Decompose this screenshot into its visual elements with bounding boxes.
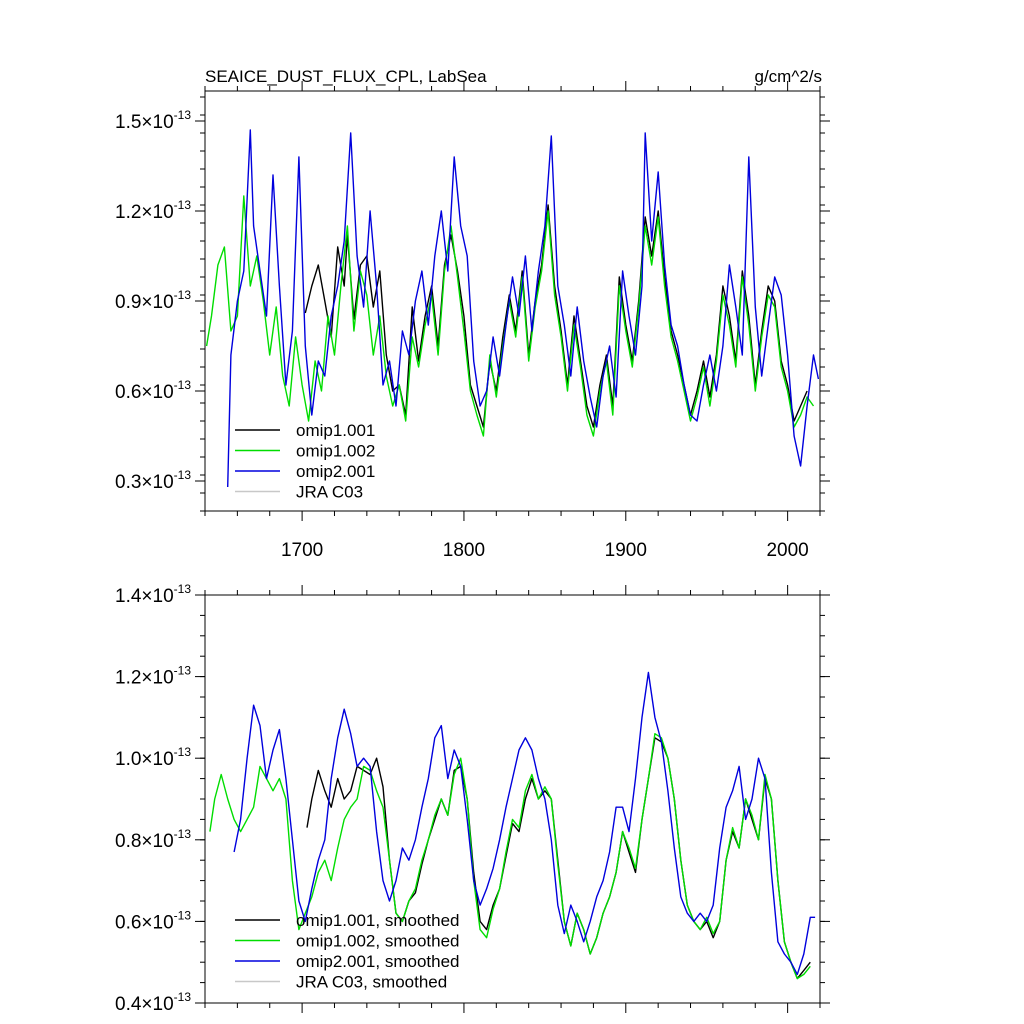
axis-ticks: [195, 585, 830, 1013]
chart-title: SEAICE_DUST_FLUX_CPL, LabSea: [205, 67, 487, 86]
legend-label: omip2.001: [296, 462, 375, 481]
y-tick-label: 1.5×10-13: [115, 108, 191, 133]
bottom-panel: 0.4×10-13 0.6×10-13 0.8×10-13 1.0×10-13 1.2×…: [115, 582, 830, 1015]
legend-label: omip1.001: [296, 421, 375, 440]
legend: omip1.001, smoothed omip1.002, smoothedom…: [235, 911, 460, 992]
top-panel: SEAICE_DUST_FLUX_CPL, LabSea g/cm^2/s 0.…: [115, 67, 830, 561]
legend-label: omip1.002: [296, 442, 375, 461]
y-tick-label: 1.0×10-13: [115, 745, 191, 770]
y-tick-label: 0.6×10-13: [115, 378, 191, 403]
legend-label: JRA C03, smoothed: [296, 973, 447, 992]
y-tick-label: 0.4×10-13: [115, 990, 191, 1015]
x-tick-label: 2000: [766, 540, 808, 561]
y-tick-label: 1.4×10-13: [115, 582, 191, 607]
legend-label: JRA C03: [296, 483, 363, 502]
series-line-omip1-002: [205, 195, 815, 437]
y-tick-label: 0.6×10-13: [115, 908, 191, 933]
series-line-omip2-001-smoothed: [233, 671, 816, 976]
y-tick-label: 0.9×10-13: [115, 288, 191, 313]
y-tick-label: 1.2×10-13: [115, 198, 191, 223]
legend-label: omip1.002, smoothed: [296, 932, 460, 951]
plot-area: [209, 671, 816, 980]
y-tick-label: 0.8×10-13: [115, 827, 191, 852]
y-axis: 0.3×10-13 0.6×10-13 0.9×10-13 1.2×10-13 1.5×…: [115, 108, 191, 493]
y-tick-label: 0.3×10-13: [115, 468, 191, 493]
axis-ticks: [195, 81, 830, 521]
y-axis: 0.4×10-13 0.6×10-13 0.8×10-13 1.0×10-13 1.2×…: [115, 582, 191, 1015]
x-tick-label: 1900: [605, 540, 647, 561]
x-axis: 1700 1800 1900 2000: [281, 540, 809, 561]
units-label: g/cm^2/s: [755, 67, 823, 86]
x-tick-label: 1800: [443, 540, 485, 561]
x-tick-label: 1700: [281, 540, 323, 561]
series-line-omip2-001: [227, 129, 820, 488]
plot-area: [205, 129, 820, 488]
legend-label: omip1.001, smoothed: [296, 911, 460, 930]
legend-label: omip2.001, smoothed: [296, 952, 460, 971]
y-tick-label: 1.2×10-13: [115, 664, 191, 689]
